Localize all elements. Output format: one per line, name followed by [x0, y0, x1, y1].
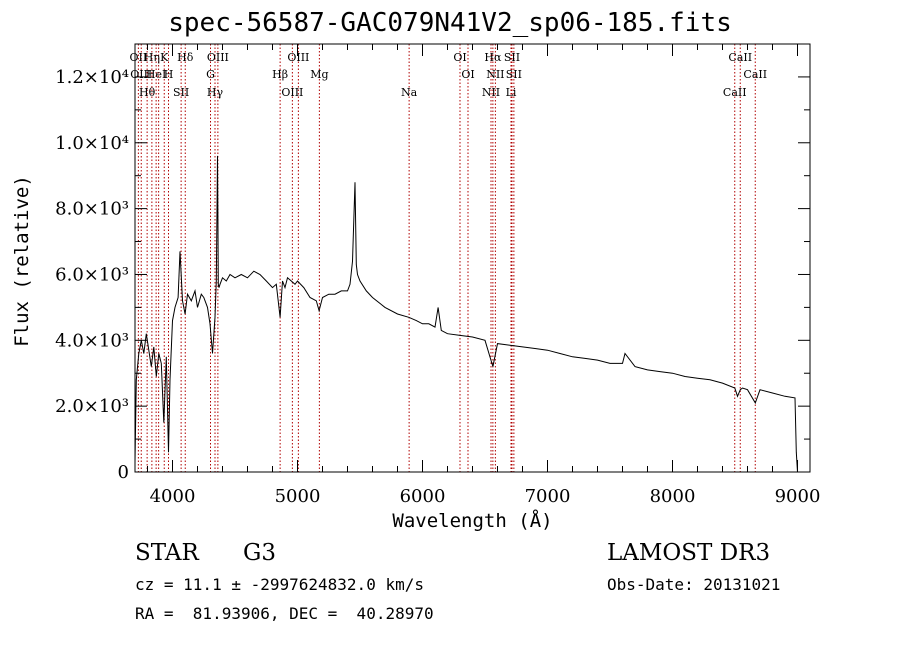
line-label: SII	[173, 86, 189, 99]
line-label: CaII	[743, 68, 767, 81]
line-label: H	[164, 68, 174, 81]
line-label: NII	[486, 68, 504, 81]
line-label: OIII	[281, 86, 303, 99]
x-axis-label: Wavelength (Å)	[392, 510, 553, 532]
line-label: CaII	[723, 86, 747, 99]
line-label: SII	[504, 51, 520, 64]
x-tick-label: 4000	[150, 486, 196, 507]
line-label: CaII	[728, 51, 752, 64]
line-label: OI	[461, 68, 474, 81]
chart-title: spec-56587-GAC079N41V2_sp06-185.fits	[168, 8, 732, 38]
line-label: SII	[506, 68, 522, 81]
survey-name: LAMOST DR3	[607, 540, 771, 566]
y-tick-label: 8.0×10³	[55, 199, 129, 220]
line-label: Hα	[484, 51, 502, 64]
x-tick-label: 9000	[775, 486, 821, 507]
line-label: Hγ	[207, 86, 224, 99]
line-label: OIII	[287, 51, 309, 64]
y-tick-label: 4.0×10³	[55, 330, 129, 351]
line-label: Hη	[144, 51, 160, 64]
line-label: Hβ	[272, 68, 288, 81]
y-axis-ticks: 0 2.0×10³ 4.0×10³ 6.0×10³ 8.0×10³ 1.0×10⁴ 1.2×…	[55, 67, 810, 483]
line-label: OIII	[207, 51, 229, 64]
y-tick-label: 6.0×10³	[55, 264, 129, 285]
y-tick-label: 1.0×10⁴	[55, 133, 129, 154]
line-label: K	[160, 51, 169, 64]
line-label: Na	[401, 86, 418, 99]
line-label: Mg	[310, 68, 328, 81]
emission-line-labels: OIIOIIIHθHηHeIKHSIIHδGHγOIIIHβOIIIOIIIMg…	[130, 51, 768, 99]
line-label: NII	[482, 86, 500, 99]
line-label: OII	[130, 51, 148, 64]
y-tick-label: 0	[118, 462, 129, 483]
x-tick-label: 8000	[650, 486, 696, 507]
y-axis-label: Flux (relative)	[11, 175, 33, 347]
plot-frame	[134, 43, 811, 473]
line-label: Li	[506, 86, 517, 99]
line-label: G	[206, 68, 215, 81]
spectrum-line	[134, 155, 798, 473]
y-tick-label: 1.2×10⁴	[55, 67, 129, 88]
emission-line-markers	[137, 44, 756, 472]
x-axis-ticks: 4000 5000 6000 7000 8000 9000	[147, 44, 821, 507]
observation-date: Obs-Date: 20131021	[607, 575, 781, 594]
x-tick-label: 5000	[275, 486, 321, 507]
object-class: STAR	[135, 540, 199, 566]
y-tick-label: 2.0×10³	[55, 396, 129, 417]
line-label: Hθ	[139, 86, 156, 99]
object-subclass: G3	[243, 540, 277, 566]
x-tick-label: 6000	[400, 486, 446, 507]
line-label: OIII	[130, 68, 152, 81]
line-label: Hδ	[177, 51, 194, 64]
coordinates-text: RA = 81.93906, DEC = 40.28970	[135, 604, 434, 623]
x-tick-label: 7000	[525, 486, 571, 507]
redshift-text: cz = 11.1 ± -2997624832.0 km/s	[135, 575, 424, 594]
line-label: HeI	[146, 68, 166, 81]
line-label: OI	[453, 51, 466, 64]
